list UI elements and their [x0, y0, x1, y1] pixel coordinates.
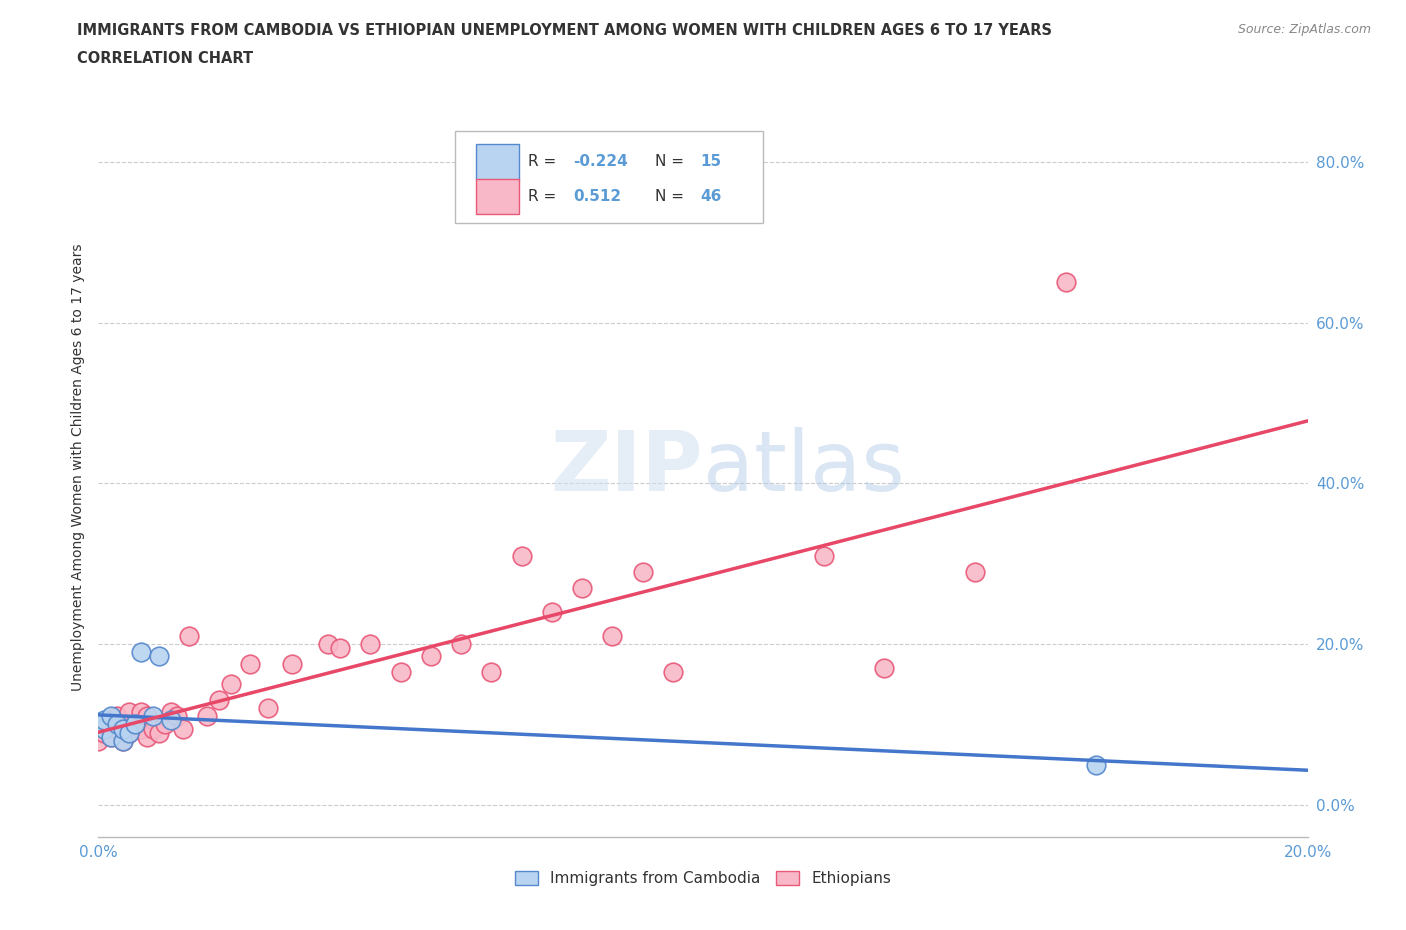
Point — [281, 657, 304, 671]
Point — [965, 565, 987, 579]
Point — [105, 709, 128, 724]
Point — [148, 649, 170, 664]
Point — [87, 733, 110, 748]
Text: Source: ZipAtlas.com: Source: ZipAtlas.com — [1237, 23, 1371, 36]
Point — [105, 721, 128, 736]
Point — [631, 565, 654, 579]
Point — [124, 717, 146, 732]
Point — [316, 637, 339, 652]
Y-axis label: Unemployment Among Women with Children Ages 6 to 17 years: Unemployment Among Women with Children A… — [70, 244, 84, 691]
Text: -0.224: -0.224 — [574, 153, 628, 168]
Point — [118, 705, 141, 720]
Legend: Immigrants from Cambodia, Ethiopians: Immigrants from Cambodia, Ethiopians — [509, 865, 897, 892]
Point — [540, 604, 562, 619]
Point — [256, 701, 278, 716]
Point — [93, 721, 115, 736]
Point — [118, 725, 141, 740]
Text: 0.512: 0.512 — [574, 189, 621, 205]
Point — [93, 725, 115, 740]
Point — [100, 713, 122, 728]
Point — [118, 725, 141, 740]
FancyBboxPatch shape — [475, 179, 519, 215]
Point — [329, 641, 352, 656]
Point — [221, 677, 243, 692]
Point — [195, 709, 218, 724]
Point — [360, 637, 382, 652]
Point — [93, 713, 115, 728]
Point — [100, 729, 122, 744]
Text: R =: R = — [527, 153, 561, 168]
FancyBboxPatch shape — [475, 144, 519, 179]
Point — [135, 729, 157, 744]
Point — [129, 644, 152, 659]
Point — [481, 665, 503, 680]
Point — [571, 580, 593, 595]
Point — [420, 649, 443, 664]
Point — [111, 721, 134, 736]
Text: atlas: atlas — [703, 427, 904, 508]
Point — [166, 709, 188, 724]
Point — [813, 549, 835, 564]
Text: 15: 15 — [700, 153, 721, 168]
Point — [208, 693, 231, 708]
Text: IMMIGRANTS FROM CAMBODIA VS ETHIOPIAN UNEMPLOYMENT AMONG WOMEN WITH CHILDREN AGE: IMMIGRANTS FROM CAMBODIA VS ETHIOPIAN UN… — [77, 23, 1052, 38]
Point — [105, 717, 128, 732]
Point — [873, 661, 896, 676]
Point — [510, 549, 533, 564]
Point — [160, 705, 183, 720]
Point — [111, 733, 134, 748]
Point — [87, 717, 110, 732]
Point — [172, 721, 194, 736]
Point — [142, 709, 165, 724]
Point — [1085, 757, 1108, 772]
Text: ZIP: ZIP — [551, 427, 703, 508]
Point — [239, 657, 262, 671]
Text: N =: N = — [655, 153, 689, 168]
Point — [124, 717, 146, 732]
Text: 46: 46 — [700, 189, 721, 205]
FancyBboxPatch shape — [456, 131, 763, 223]
Point — [661, 665, 683, 680]
Point — [100, 729, 122, 744]
Point — [389, 665, 412, 680]
Point — [129, 721, 152, 736]
Point — [129, 705, 152, 720]
Text: N =: N = — [655, 189, 689, 205]
Text: CORRELATION CHART: CORRELATION CHART — [77, 51, 253, 66]
Point — [160, 713, 183, 728]
Point — [135, 709, 157, 724]
Point — [93, 717, 115, 732]
Point — [111, 733, 134, 748]
Point — [1054, 275, 1077, 290]
Point — [111, 717, 134, 732]
Text: R =: R = — [527, 189, 561, 205]
Point — [153, 717, 176, 732]
Point — [142, 721, 165, 736]
Point — [602, 629, 624, 644]
Point — [100, 709, 122, 724]
Point — [148, 725, 170, 740]
Point — [450, 637, 472, 652]
Point — [179, 629, 201, 644]
